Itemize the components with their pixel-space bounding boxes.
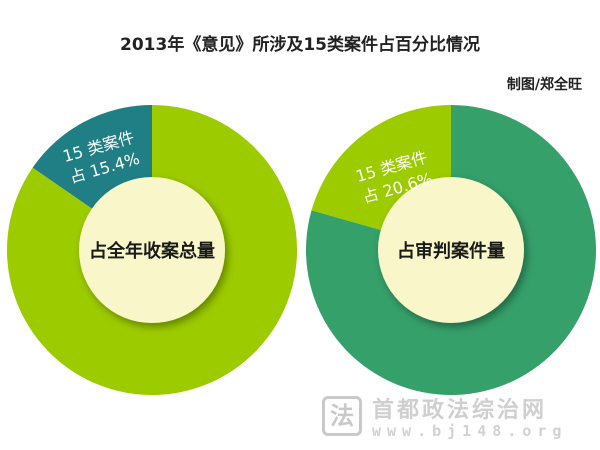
donut-center xyxy=(378,177,524,323)
site-watermark: 法 首都政法综治网 www.bj148.org xyxy=(322,392,592,444)
chart-credit: 制图/郑全旺 xyxy=(506,77,582,93)
donut-center-label: 占全年收案总量 xyxy=(89,240,215,262)
watermark-logo: 法 xyxy=(322,396,362,436)
donut-center-label: 占审判案件量 xyxy=(397,240,505,262)
chart-title: 2013年《意见》所涉及15类案件占百分比情况 xyxy=(120,35,480,55)
watermark-site-name: 首都政法综治网 xyxy=(372,398,548,423)
watermark-site-url: www.bj148.org xyxy=(372,422,568,440)
donut-center xyxy=(79,177,225,323)
